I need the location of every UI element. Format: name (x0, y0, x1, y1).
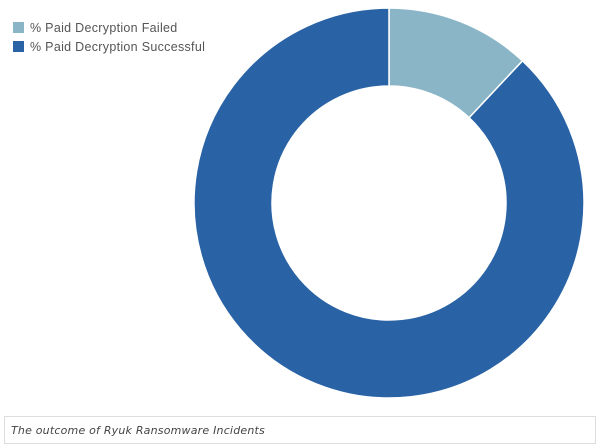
donut-slice-2 (193, 7, 585, 399)
chart-legend: % Paid Decryption Failed % Paid Decryptio… (13, 18, 205, 56)
donut-chart (193, 7, 585, 399)
figure-caption: The outcome of Ryuk Ransomware Incidents (4, 416, 596, 444)
legend-swatch (13, 22, 24, 33)
legend-item: % Paid Decryption Failed (13, 18, 205, 37)
legend-label: % Paid Decryption Failed (30, 20, 178, 35)
legend-item: % Paid Decryption Successful (13, 37, 205, 56)
caption-text: The outcome of Ryuk Ransomware Incidents (11, 423, 265, 437)
legend-label: % Paid Decryption Successful (30, 39, 206, 54)
legend-swatch (13, 41, 24, 52)
